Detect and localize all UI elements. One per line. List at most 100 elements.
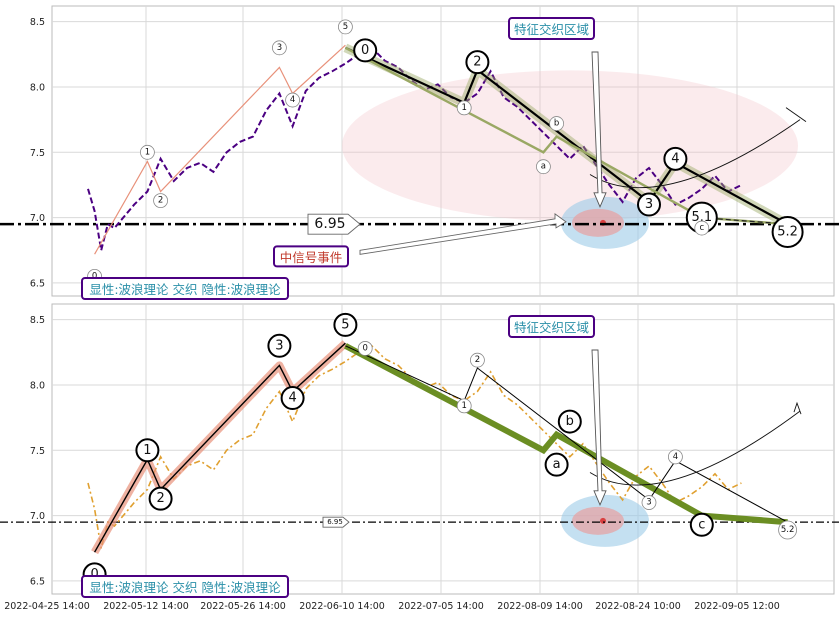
wave-label: 0 xyxy=(92,271,97,281)
y-tick-label: 7.0 xyxy=(30,213,45,224)
event-pointer-arrow xyxy=(359,212,567,255)
wave-label: c xyxy=(699,223,704,233)
impulse-wave xyxy=(93,342,346,553)
wave-label-circle xyxy=(139,144,155,160)
zone-label: 特征交织区域 xyxy=(514,320,589,335)
x-tick-label: 2022-07-05 14:00 xyxy=(398,601,484,612)
wave-label: 3 xyxy=(277,43,282,53)
top-panel-frame xyxy=(51,5,835,297)
x-tick-label: 2022-06-10 14:00 xyxy=(299,601,385,612)
wave-label: 3 xyxy=(646,498,651,508)
y-tick-label: 7.0 xyxy=(30,511,45,522)
wave-label: 5 xyxy=(343,22,348,32)
decline-wave xyxy=(344,46,789,226)
wave-label: 4 xyxy=(288,391,296,406)
wave-label-circle xyxy=(285,92,301,108)
wave-label: 2 xyxy=(473,55,481,70)
wave-label: 4 xyxy=(673,452,678,462)
wave-label: 0 xyxy=(90,567,98,582)
wave-label-circle xyxy=(536,159,551,175)
focus-point xyxy=(600,517,606,524)
zone-pointer-arrow xyxy=(591,51,607,208)
y-tick-label: 7.5 xyxy=(30,446,45,457)
projection-segment xyxy=(701,217,788,225)
wave-label-circle xyxy=(456,398,472,414)
legend-box xyxy=(81,277,289,300)
wave-label-circle xyxy=(337,19,353,35)
y-tick-label: 8.0 xyxy=(30,82,45,93)
y-tick-label: 8.5 xyxy=(30,315,45,326)
event-label: 中信号事件 xyxy=(280,250,343,265)
arrow-head xyxy=(785,107,807,123)
reference-value-box xyxy=(322,516,350,528)
y-tick-label: 6.5 xyxy=(30,576,45,587)
x-tick-label: 2022-09-05 12:00 xyxy=(694,601,780,612)
wave-label-circle xyxy=(771,215,804,248)
y-tick-label: 8.0 xyxy=(30,380,45,391)
zone-label: 特征交织区域 xyxy=(514,22,589,37)
bottom-panel-grid: 6.5 7.0 7.5 8.0 8.5 xyxy=(30,304,834,594)
wave-label: 5.2 xyxy=(781,525,795,535)
wave-label-circle xyxy=(544,452,569,477)
wave-label-circle xyxy=(663,146,688,171)
y-tick-label: 7.5 xyxy=(30,148,45,159)
wave-label-circle xyxy=(153,193,169,209)
event-label-box xyxy=(273,245,349,268)
x-tick-label: 2022-05-12 14:00 xyxy=(103,601,189,612)
wave-label: 0 xyxy=(361,43,369,58)
wave-label: 1 xyxy=(145,147,150,157)
legend-label: 显性:波浪理论 交织 隐性:波浪理论 xyxy=(89,580,281,595)
projection-curve-arrow xyxy=(589,410,801,486)
x-tick-label: 2022-08-24 10:00 xyxy=(595,601,681,612)
wave-label-circle xyxy=(668,449,683,465)
impulse-wave xyxy=(94,44,346,255)
focus-ellipse-inner xyxy=(572,208,624,237)
bottom-panel-frame xyxy=(51,303,835,595)
projection-curve-arrow xyxy=(589,119,801,189)
wave-label: b xyxy=(566,414,574,429)
wave-label-circle xyxy=(135,438,160,463)
wave-label: 4 xyxy=(671,151,679,166)
wave-label: 5 xyxy=(341,317,349,332)
wave-label: a xyxy=(553,457,561,472)
zone-label-box xyxy=(508,17,595,40)
zone-pointer-arrow xyxy=(591,349,607,506)
wave-label-circle xyxy=(148,486,173,511)
wave-label: 3 xyxy=(275,338,283,353)
price-line xyxy=(87,46,742,251)
wave-label: 1 xyxy=(461,401,466,411)
wave-label: 2 xyxy=(475,355,480,365)
wave-label: 2 xyxy=(156,491,164,506)
reference-value-label: 6.95 xyxy=(327,518,343,526)
wave-label-circle xyxy=(694,220,710,236)
wave-label-circle xyxy=(469,352,485,368)
wave-label-circle xyxy=(641,495,657,510)
focus-ellipse-inner xyxy=(572,506,624,535)
wave-label: 5.2 xyxy=(777,224,798,239)
interweave-region-ellipse xyxy=(342,70,798,222)
wave-label: 0 xyxy=(362,343,367,353)
reference-value-label: 6.95 xyxy=(314,216,345,232)
wave-label: 4 xyxy=(290,95,295,105)
arrow-head xyxy=(793,401,802,415)
wave-label-circle xyxy=(465,50,490,75)
x-axis-labels: 2022-04-25 14:00 2022-05-12 14:00 2022-05-… xyxy=(4,601,780,612)
y-tick-label: 6.5 xyxy=(30,278,45,289)
x-tick-label: 2022-04-25 14:00 xyxy=(4,601,90,612)
wave-label-circle xyxy=(549,116,564,131)
wave-label-circle xyxy=(267,333,292,358)
wave-label-circle xyxy=(353,38,378,63)
zone-label-box xyxy=(508,315,595,338)
x-tick-label: 2022-08-09 14:00 xyxy=(497,601,583,612)
wave-label-circle xyxy=(280,386,305,411)
wave-label-circle xyxy=(271,40,287,56)
wave-label: b xyxy=(554,119,559,129)
wave-label: 3 xyxy=(645,197,653,212)
wave-label-circle xyxy=(637,192,661,217)
y-tick-label: 8.5 xyxy=(30,17,45,28)
correction-wave xyxy=(343,343,788,526)
wave-label: 1 xyxy=(143,443,151,458)
